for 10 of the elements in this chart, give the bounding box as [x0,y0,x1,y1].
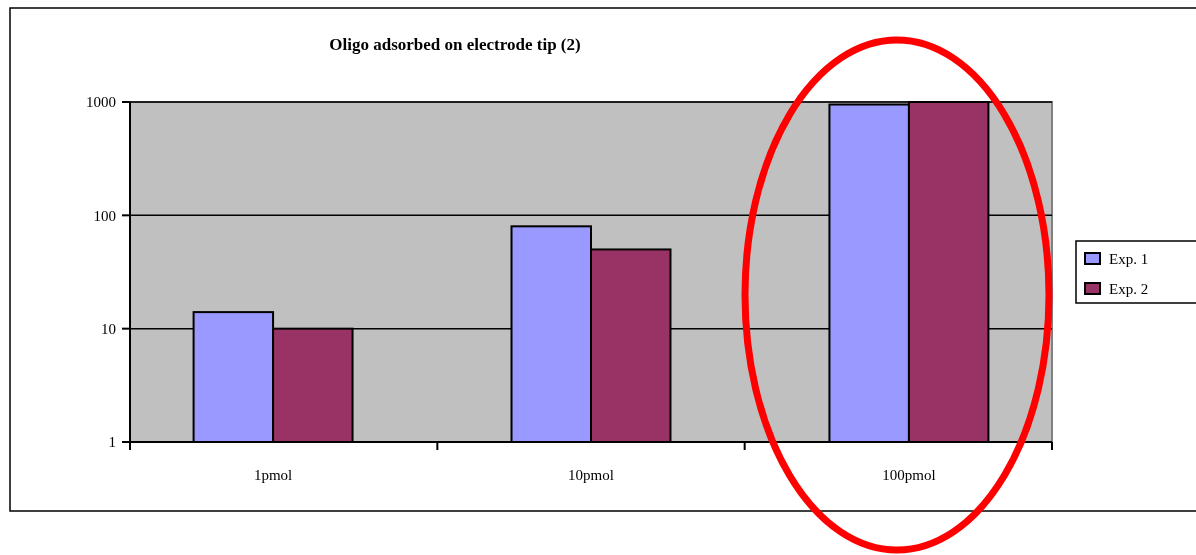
legend-label: Exp. 2 [1109,281,1149,298]
chart-title: Oligo adsorbed on electrode tip (2) [329,35,581,54]
y-tick-label: 1 [108,434,116,451]
y-tick-label: 1000 [86,94,116,111]
y-tick-label: 100 [93,207,116,224]
x-tick-label: 10pmol [568,467,614,483]
y-tick-label: 10 [101,320,116,337]
legend-label: Exp. 1 [1109,251,1149,268]
x-tick-label: 100pmol [882,467,936,483]
x-tick-label: 1pmol [253,467,293,483]
